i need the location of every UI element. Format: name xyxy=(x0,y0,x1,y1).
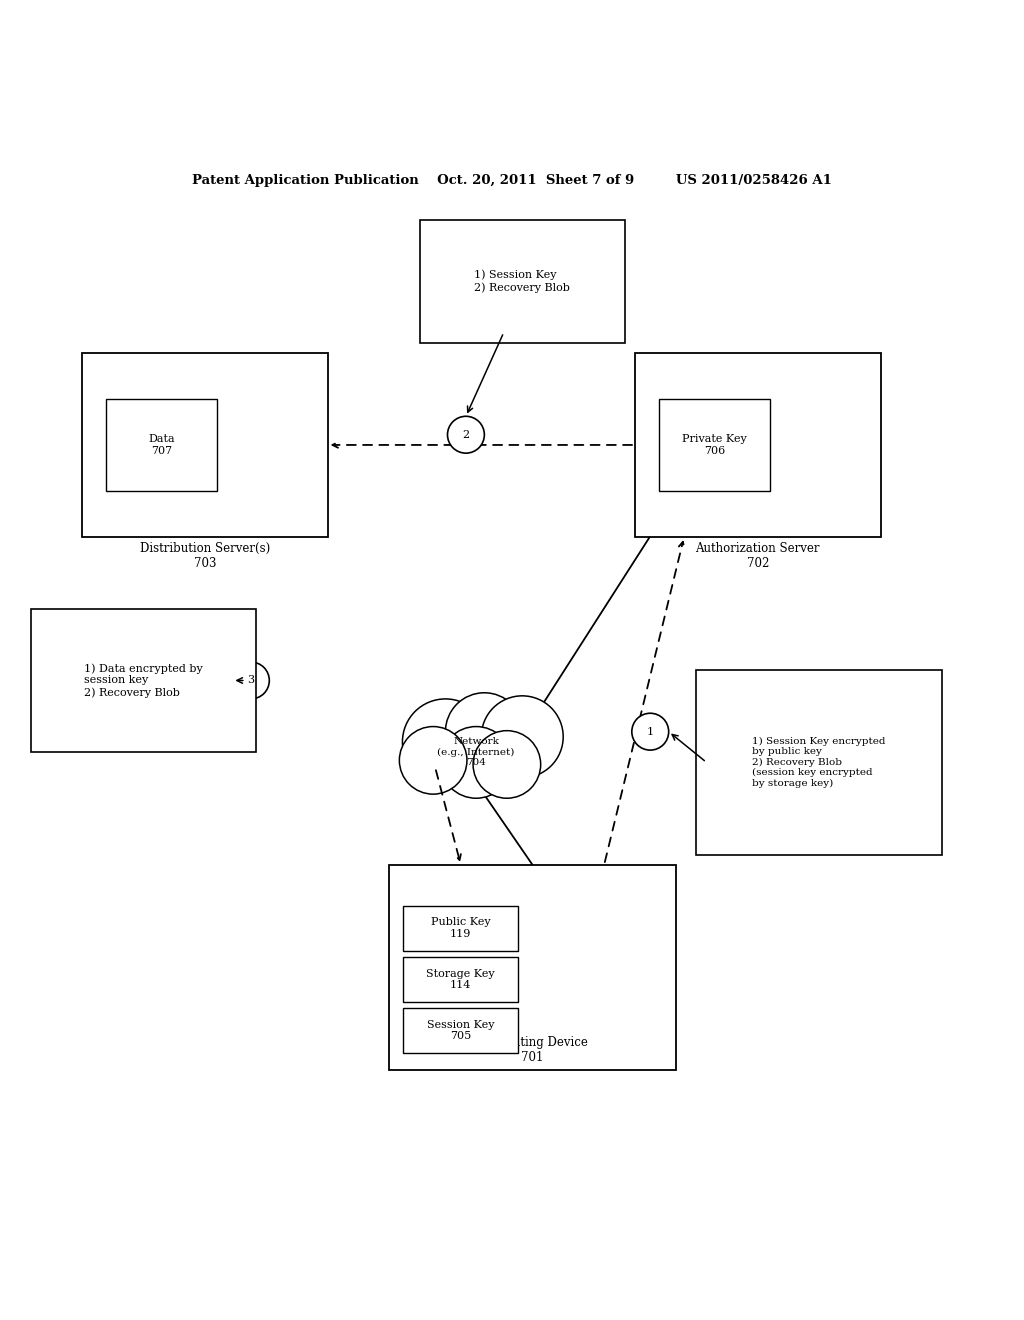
FancyBboxPatch shape xyxy=(635,352,881,537)
Circle shape xyxy=(402,698,488,785)
Text: 1) Session Key
2) Recovery Blob: 1) Session Key 2) Recovery Blob xyxy=(474,269,570,293)
FancyBboxPatch shape xyxy=(82,352,328,537)
Text: 3: 3 xyxy=(248,676,254,685)
Text: FIG. 7: FIG. 7 xyxy=(809,774,870,792)
Text: Storage Key
114: Storage Key 114 xyxy=(426,969,496,990)
Circle shape xyxy=(445,693,523,771)
Text: 1) Data encrypted by
session key
2) Recovery Blob: 1) Data encrypted by session key 2) Reco… xyxy=(84,663,203,698)
Circle shape xyxy=(447,416,484,453)
Circle shape xyxy=(232,663,269,698)
FancyBboxPatch shape xyxy=(420,219,625,343)
FancyBboxPatch shape xyxy=(403,1008,518,1053)
Circle shape xyxy=(481,696,563,777)
FancyBboxPatch shape xyxy=(403,957,518,1002)
Text: 1) Session Key encrypted
by public key
2) Recovery Blob
(session key encrypted
b: 1) Session Key encrypted by public key 2… xyxy=(753,737,886,788)
Text: Network
(e.g., Internet)
704: Network (e.g., Internet) 704 xyxy=(437,737,515,767)
Text: Authorization Server
702: Authorization Server 702 xyxy=(695,543,820,570)
FancyBboxPatch shape xyxy=(106,399,217,491)
Circle shape xyxy=(473,731,541,799)
Circle shape xyxy=(440,726,512,799)
FancyBboxPatch shape xyxy=(31,609,256,752)
Circle shape xyxy=(632,713,669,750)
FancyBboxPatch shape xyxy=(659,399,770,491)
Text: Computing Device
701: Computing Device 701 xyxy=(477,1036,588,1064)
FancyBboxPatch shape xyxy=(696,671,942,854)
Text: Private Key
706: Private Key 706 xyxy=(682,434,748,455)
Text: Data
707: Data 707 xyxy=(148,434,175,455)
Text: Distribution Server(s)
703: Distribution Server(s) 703 xyxy=(139,543,270,570)
FancyBboxPatch shape xyxy=(403,906,518,950)
Text: Patent Application Publication    Oct. 20, 2011  Sheet 7 of 9         US 2011/02: Patent Application Publication Oct. 20, … xyxy=(193,174,831,186)
Text: Session Key
705: Session Key 705 xyxy=(427,1020,495,1041)
FancyBboxPatch shape xyxy=(389,865,676,1069)
Circle shape xyxy=(399,726,467,795)
Text: 2: 2 xyxy=(463,430,469,440)
Text: Public Key
119: Public Key 119 xyxy=(431,917,490,939)
Text: 1: 1 xyxy=(647,727,653,737)
